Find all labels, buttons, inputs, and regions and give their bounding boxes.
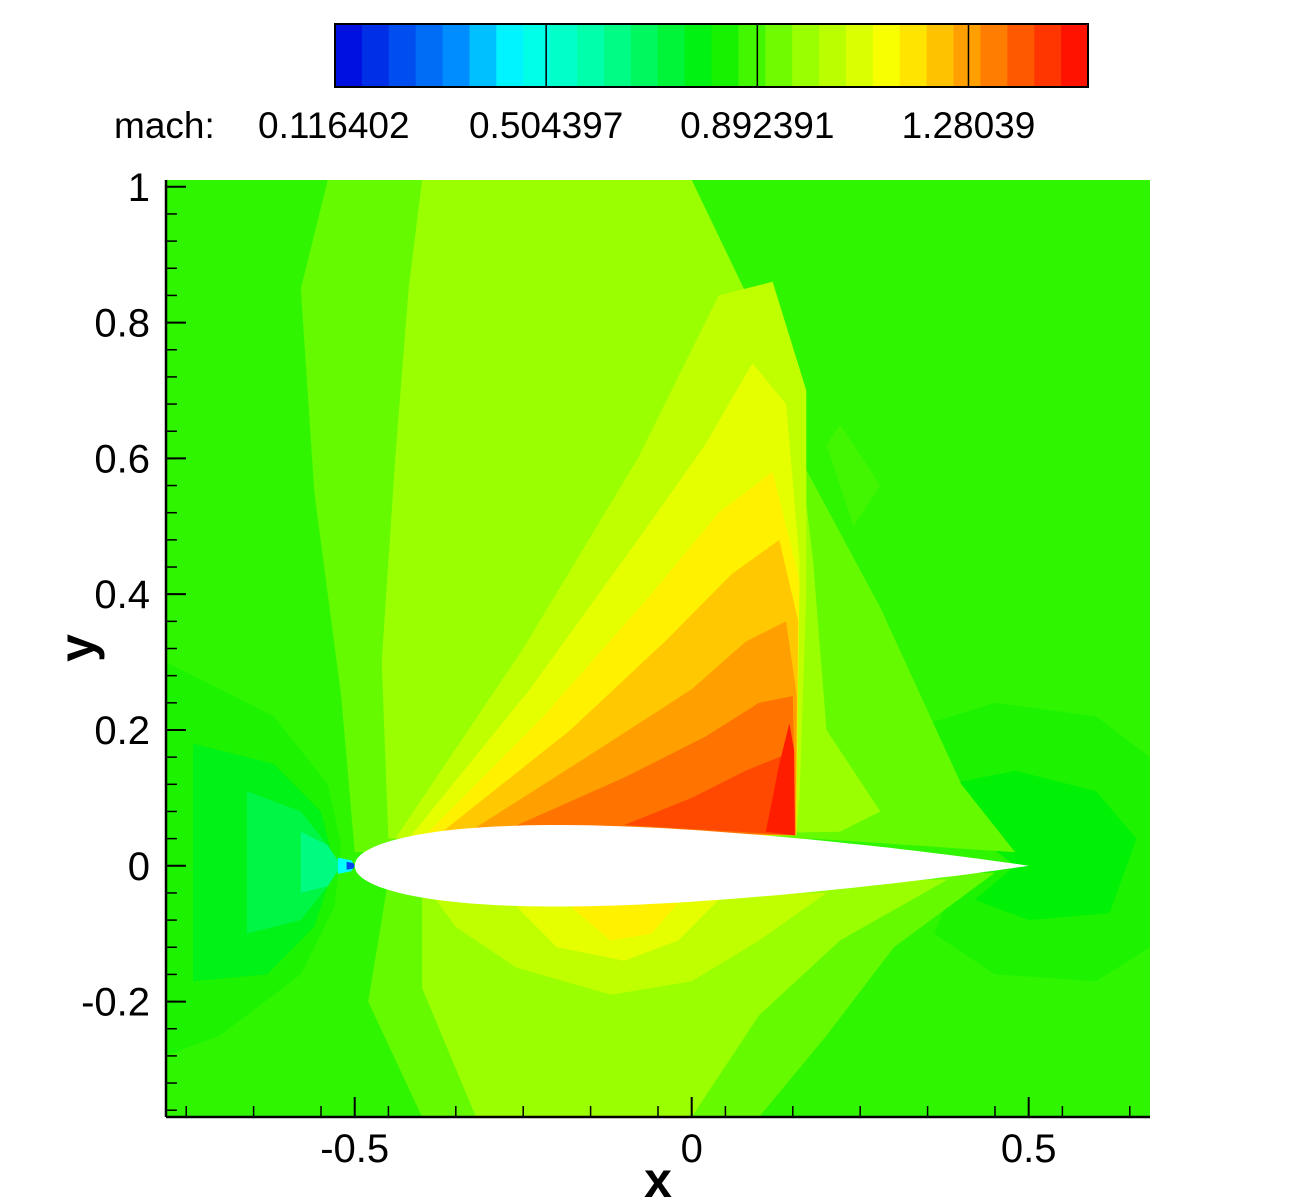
colorbar-cell [388,24,417,87]
x-tick-label: 0.5 [1001,1127,1057,1171]
colorbar-cell [603,24,632,87]
plot-area [166,180,1150,1117]
axes: -0.5 0 0.5 -0.2 0 0.2 0.4 0.6 0.8 1 x y [49,166,1150,1201]
colorbar-cell [335,24,363,87]
colorbar-cell [630,24,659,87]
colorbar-tick-label: 0.116402 [258,105,410,146]
colorbar-frame [334,23,1089,88]
y-tick-label: 0 [128,845,150,889]
x-axis-ticks [185,1097,1131,1117]
colorbar-cell [550,24,578,87]
colorbar-cell [1034,24,1062,87]
colorbar-cell [415,24,444,87]
colorbar-cell [711,24,739,87]
colorbar-cell [872,24,901,87]
colorbar-cell [1061,24,1089,87]
contour-layer [166,180,1150,1117]
colorbar-cell [765,24,793,87]
y-tick-label: 0.2 [94,709,150,753]
colorbar-cell [442,24,471,87]
contour-region [346,861,355,870]
x-tick-label: -0.5 [320,1127,389,1171]
contour-region [337,857,355,874]
y-tick-label: 0.4 [94,573,150,617]
colorbar-cell [577,24,605,87]
x-axis-tick-labels: -0.5 0 0.5 [320,1127,1056,1171]
y-tick-label: 0.8 [94,302,150,346]
y-axis-title: y [49,634,105,662]
colorbar-cell [819,24,847,87]
contour-region [765,723,795,836]
y-tick-label: 0.6 [94,437,150,481]
colorbar-cell [657,24,686,87]
colorbar-labels: 0.116402 0.504397 0.892391 1.28039 [258,105,1035,146]
colorbar-ticks [545,24,970,87]
colorbar-cell [361,24,390,87]
contour-region [947,770,1137,921]
colorbar-cell [469,24,497,87]
y-axis-ticks [166,185,186,1111]
colorbar-cell [792,24,820,87]
x-axis-title: x [644,1152,672,1201]
airfoil-shape [354,825,1029,907]
colorbar-cell [899,24,928,87]
colorbar-cell [496,24,524,87]
colorbar-tick-label: 1.28039 [902,105,1036,146]
colorbar-cell [926,24,955,87]
colorbar-variable-label: mach: [114,105,215,146]
y-tick-label: 1 [128,166,150,210]
colorbar-cell [1007,24,1035,87]
colorbar-tick-label: 0.504397 [469,105,623,146]
colorbar: mach: 0.116402 0.504397 0.892391 1.28039 [114,23,1089,146]
contour-region [300,831,342,893]
contour-region [570,903,679,941]
y-tick-label: -0.2 [81,981,150,1025]
colorbar-cell [738,24,766,87]
contour-region [246,791,328,934]
y-axis-tick-labels: -0.2 0 0.2 0.4 0.6 0.8 1 [81,166,150,1025]
colorbar-cell [953,24,982,87]
contour-region [624,750,795,836]
colorbar-cell [684,24,713,87]
colorbar-tick-label: 0.892391 [680,105,834,146]
colorbar-cell [980,24,1008,87]
contour-region [826,424,881,527]
colorbar-cell [845,24,874,87]
colorbar-cells [335,24,1089,87]
x-tick-label: 0 [681,1127,703,1171]
